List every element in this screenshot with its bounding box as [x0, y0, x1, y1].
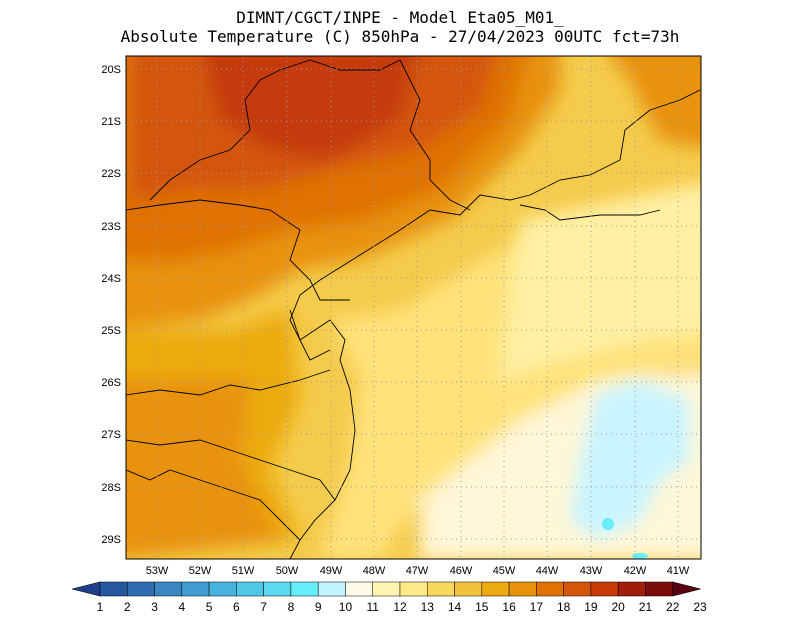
- lat-label: 29S: [101, 534, 121, 546]
- colorbar-swatch: [536, 581, 564, 597]
- lon-label: 49W: [320, 565, 343, 577]
- colorbar-label: 17: [530, 600, 544, 614]
- colorbar-swatch: [645, 581, 673, 597]
- lat-label: 26S: [101, 377, 121, 389]
- latitude-labels: 20S 21S 22S 23S 24S 25S 26S 27S 28S 29S: [101, 64, 121, 546]
- colorbar-label: 14: [448, 600, 462, 614]
- lat-label: 25S: [101, 325, 121, 337]
- colorbar-label: 13: [421, 600, 435, 614]
- colorbar-swatch: [317, 581, 346, 597]
- colorbar-label: 15: [475, 600, 489, 614]
- colorbar-swatch: [263, 581, 292, 597]
- colorbar-swatch: [99, 581, 128, 597]
- colorbar-swatch: [427, 581, 455, 597]
- colorbar-right-arrow: [672, 581, 701, 597]
- grid-lines: [126, 56, 701, 559]
- lat-label: 27S: [101, 429, 121, 441]
- lon-label: 41W: [667, 565, 690, 577]
- colorbar-swatch: [454, 581, 483, 597]
- lon-label: 53W: [146, 565, 169, 577]
- colorbar-swatch: [345, 581, 373, 597]
- colorbar-swatch: [290, 581, 319, 597]
- colorbar-swatch: [590, 581, 619, 597]
- colorbar-labels: 1 2 3 4 5 6 7 8 9 10 11 12 13 14 15 16 17 18 19 20 21 22 23: [97, 600, 707, 614]
- colorbar-swatch: [181, 581, 210, 597]
- lon-label: 43W: [580, 565, 603, 577]
- lat-label: 23S: [101, 221, 121, 233]
- colorbar-left-arrow: [71, 581, 101, 597]
- lon-label: 48W: [363, 565, 386, 577]
- longitude-labels: 53W 52W 51W 50W 49W 48W 47W 46W 45W 44W …: [146, 565, 690, 577]
- colorbar-label: 21: [639, 600, 653, 614]
- colorbar-label: 20: [612, 600, 626, 614]
- colorbar-label: 1: [97, 600, 104, 614]
- map-title-line-1: DIMNT/CGCT/INPE - Model Eta05_M01_: [236, 8, 564, 27]
- lat-label: 24S: [101, 273, 121, 285]
- colorbar-swatch: [617, 581, 646, 597]
- lat-label: 21S: [101, 116, 121, 128]
- colorbar-label: 19: [584, 600, 598, 614]
- lon-label: 51W: [232, 565, 255, 577]
- colorbar-label: 11: [366, 600, 379, 614]
- colorbar: [71, 581, 701, 597]
- lat-label: 22S: [101, 168, 121, 180]
- colorbar-label: 22: [666, 600, 680, 614]
- map-title-line-2: Absolute Temperature (C) 850hPa - 27/04/…: [120, 27, 680, 46]
- map-frame: [125, 55, 702, 560]
- colorbar-label: 16: [502, 600, 516, 614]
- colorbar-label: 3: [151, 600, 158, 614]
- colorbar-label: 18: [557, 600, 571, 614]
- colorbar-label: 6: [233, 600, 240, 614]
- colorbar-swatch: [399, 581, 428, 597]
- colorbar-swatch: [563, 581, 592, 597]
- colorbar-label: 2: [124, 600, 131, 614]
- lon-label: 44W: [536, 565, 559, 577]
- colorbar-label: 9: [315, 600, 322, 614]
- colorbar-swatch: [481, 581, 510, 597]
- temperature-field: [126, 56, 701, 559]
- colorbar-label: 8: [288, 600, 295, 614]
- colorbar-label: 4: [178, 600, 185, 614]
- coastline-and-borders: [126, 59, 701, 559]
- lon-label: 42W: [624, 565, 647, 577]
- colorbar-swatch: [508, 581, 537, 597]
- colorbar-label: 5: [206, 600, 213, 614]
- colorbar-swatch: [208, 581, 237, 597]
- lat-label: 20S: [101, 64, 121, 76]
- lon-label: 50W: [276, 565, 299, 577]
- colorbar-swatch: [127, 581, 155, 597]
- lat-label: 28S: [101, 482, 121, 494]
- colorbar-label: 23: [693, 600, 707, 614]
- colorbar-label: 7: [260, 600, 267, 614]
- colorbar-swatch: [236, 581, 264, 597]
- lon-label: 47W: [406, 565, 429, 577]
- lon-label: 45W: [493, 565, 516, 577]
- colorbar-swatch: [154, 581, 183, 597]
- lon-label: 46W: [450, 565, 473, 577]
- colorbar-label: 12: [393, 600, 407, 614]
- colorbar-label: 10: [339, 600, 353, 614]
- colorbar-swatch: [372, 581, 401, 597]
- lon-label: 52W: [189, 565, 212, 577]
